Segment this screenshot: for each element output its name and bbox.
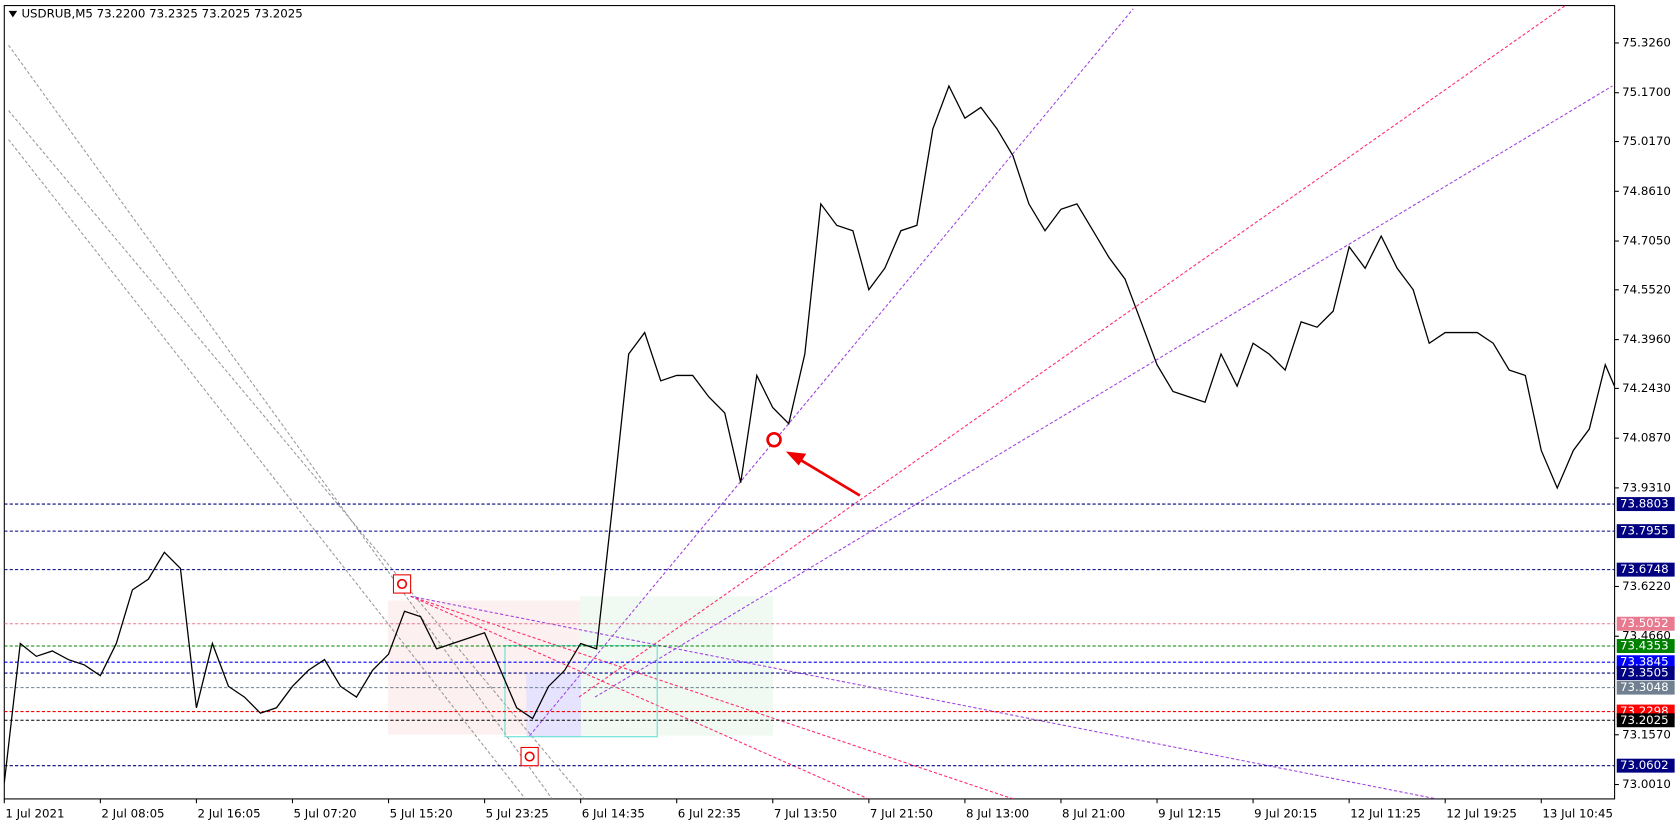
trendline bbox=[594, 85, 1613, 698]
x-tick-label: 7 Jul 13:50 bbox=[774, 806, 837, 820]
zone bbox=[526, 673, 582, 737]
y-tick-label: 73.6220 bbox=[1622, 579, 1671, 593]
y-tick-label: 75.1700 bbox=[1622, 85, 1671, 99]
series-layer bbox=[4, 84, 1615, 783]
trendline bbox=[410, 595, 1014, 799]
x-tick-label: 5 Jul 23:25 bbox=[486, 806, 549, 820]
level-label-box bbox=[1616, 524, 1675, 539]
level-label: 73.3845 bbox=[1620, 655, 1669, 669]
icon bbox=[520, 746, 539, 767]
marker bbox=[766, 431, 782, 448]
y-tick-label: 74.7050 bbox=[1622, 234, 1671, 248]
chart-title: USDRUB,M5 73.2200 73.2325 73.2025 73.202… bbox=[21, 7, 302, 21]
x-tick-label: 9 Jul 12:15 bbox=[1158, 806, 1221, 820]
level-label: 73.4353 bbox=[1620, 639, 1669, 653]
y-tick-label: 74.8610 bbox=[1622, 184, 1671, 198]
trendline bbox=[8, 110, 585, 799]
level-label-box bbox=[1616, 758, 1675, 773]
level-label-box bbox=[1616, 497, 1675, 512]
trendline bbox=[8, 139, 526, 799]
x-tick-label: 6 Jul 22:35 bbox=[678, 806, 741, 820]
level-label: 73.8803 bbox=[1620, 497, 1669, 511]
level-label-box bbox=[1616, 616, 1675, 631]
x-tick-label: 2 Jul 08:05 bbox=[101, 806, 164, 820]
level-label-box bbox=[1616, 562, 1675, 577]
annotations bbox=[8, 10, 861, 767]
trendline bbox=[410, 595, 869, 799]
y-tick-label: 74.2430 bbox=[1622, 381, 1671, 395]
level-label-box bbox=[1616, 713, 1675, 728]
price-line bbox=[4, 84, 1615, 783]
y-tick-label: 74.3960 bbox=[1622, 332, 1671, 346]
x-tick-label: 12 Jul 11:25 bbox=[1350, 806, 1421, 820]
level-label-box bbox=[1616, 655, 1675, 670]
level-label-box bbox=[1616, 639, 1675, 653]
x-tick-label: 5 Jul 15:20 bbox=[390, 806, 453, 820]
trendline bbox=[529, 8, 1134, 737]
y-tick-label: 73.1570 bbox=[1622, 727, 1671, 741]
x-tick-label: 7 Jul 21:50 bbox=[870, 806, 933, 820]
icon bbox=[392, 574, 412, 594]
x-tick-label: 2 Jul 16:05 bbox=[197, 806, 260, 820]
y-tick-label: 75.0170 bbox=[1622, 134, 1671, 148]
x-tick-label: 9 Jul 20:15 bbox=[1254, 806, 1317, 820]
icon bbox=[396, 578, 408, 590]
y-tick-label: 73.0010 bbox=[1622, 777, 1671, 791]
menu-triangle bbox=[8, 10, 18, 18]
level-label-box bbox=[1616, 680, 1675, 695]
arrow-head bbox=[785, 451, 807, 466]
y-tick-label: 73.9310 bbox=[1622, 480, 1671, 494]
x-tick-label: 6 Jul 14:35 bbox=[582, 806, 645, 820]
trendline bbox=[578, 5, 1566, 698]
arrow bbox=[794, 455, 861, 497]
icon bbox=[524, 751, 535, 762]
x-tick-label: 13 Jul 10:45 bbox=[1542, 806, 1613, 820]
y-tick-label: 74.0870 bbox=[1622, 431, 1671, 445]
y-tick-label: 75.3260 bbox=[1622, 35, 1671, 49]
x-tick-label: 1 Jul 2021 bbox=[5, 806, 64, 820]
x-tick-label: 8 Jul 13:00 bbox=[966, 806, 1029, 820]
level-label: 73.6748 bbox=[1620, 562, 1669, 576]
level-label: 73.3048 bbox=[1620, 680, 1669, 694]
level-label: 73.3505 bbox=[1620, 666, 1669, 680]
level-label: 73.5052 bbox=[1620, 616, 1669, 630]
box bbox=[504, 645, 658, 738]
plot-frame bbox=[3, 5, 1616, 800]
y-tick-label: 74.5520 bbox=[1622, 282, 1671, 296]
level-label: 73.7955 bbox=[1620, 524, 1669, 538]
x-tick-label: 5 Jul 07:20 bbox=[294, 806, 357, 820]
level-label: 73.0602 bbox=[1620, 758, 1669, 772]
level-label-box bbox=[1616, 666, 1675, 681]
drawings bbox=[8, 5, 1613, 799]
x-tick-label: 8 Jul 21:00 bbox=[1062, 806, 1125, 820]
zone bbox=[580, 596, 773, 736]
level-label: 73.2025 bbox=[1620, 713, 1669, 727]
x-tick-label: 12 Jul 19:25 bbox=[1446, 806, 1517, 820]
